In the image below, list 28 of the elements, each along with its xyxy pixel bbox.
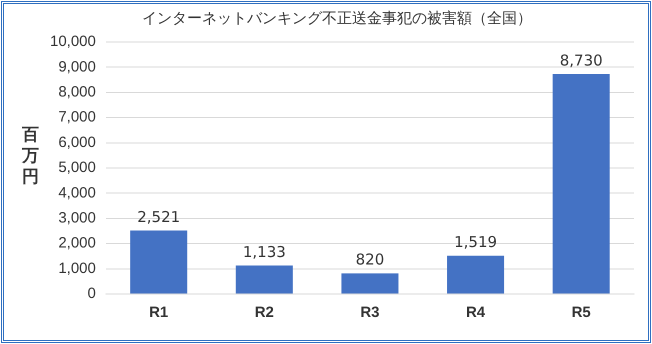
y-tick-label: 7,000 <box>58 108 96 126</box>
y-tick-label: 6,000 <box>58 134 96 151</box>
bar <box>130 230 188 294</box>
x-tick-label: R4 <box>466 304 486 322</box>
y-tick-label: 2,000 <box>58 234 96 252</box>
y-tick-label: 8,000 <box>58 84 96 101</box>
bar <box>447 256 504 294</box>
data-label: 2,521 <box>137 208 180 226</box>
data-label: 1,133 <box>242 242 286 261</box>
y-tick-label: 10,000 <box>50 33 96 50</box>
y-tick-label: 4,000 <box>58 184 96 202</box>
bar <box>236 265 293 294</box>
y-tick-label: 1,000 <box>58 260 96 277</box>
y-tick-label: 5,000 <box>58 159 96 176</box>
y-tick-label: 3,000 <box>58 210 96 227</box>
y-tick-label: 9,000 <box>58 58 96 76</box>
x-tick-label: R2 <box>254 304 274 322</box>
data-label: 820 <box>356 250 384 269</box>
data-label: 1,519 <box>454 233 498 252</box>
y-axis-title: 百万円 <box>22 125 40 188</box>
bar <box>552 74 610 294</box>
y-tick-label: 0 <box>88 285 96 302</box>
x-tick-label: R5 <box>572 304 591 322</box>
chart-title: インターネットバンキング不正送金事犯の被害額（全国） <box>142 8 532 27</box>
x-tick-label: R3 <box>360 304 380 322</box>
x-tick-label: R1 <box>149 304 168 322</box>
bar <box>341 273 398 294</box>
data-label: 8,730 <box>560 51 603 70</box>
